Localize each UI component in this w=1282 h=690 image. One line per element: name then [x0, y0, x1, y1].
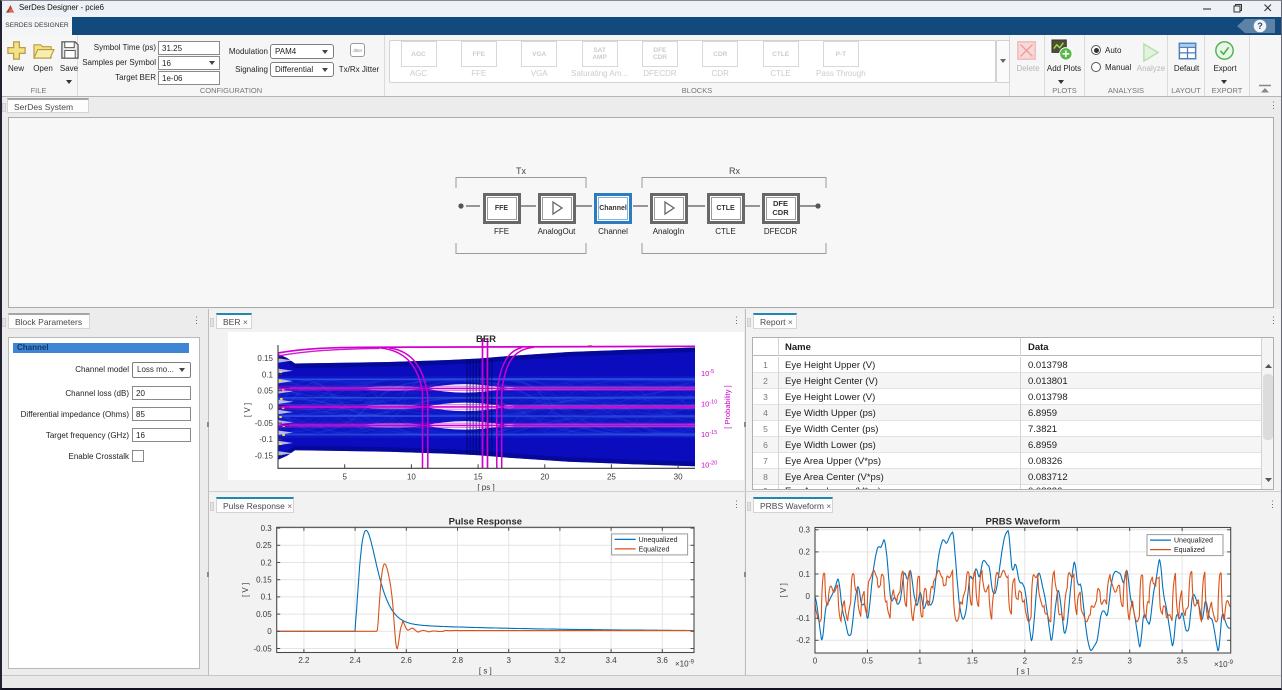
svg-text:-0.1: -0.1 — [259, 435, 273, 444]
svg-text:[ ps ]: [ ps ] — [477, 483, 494, 492]
svg-text:PRBS Waveform: PRBS Waveform — [986, 517, 1061, 528]
svg-text:0.2: 0.2 — [799, 548, 811, 557]
svg-text:20: 20 — [540, 473, 549, 482]
svg-text:0.5: 0.5 — [862, 657, 874, 666]
svg-text:Equalized: Equalized — [1174, 547, 1205, 554]
svg-text:1: 1 — [918, 657, 923, 666]
svg-text:30: 30 — [674, 473, 683, 482]
svg-text:×10-9: ×10-9 — [1214, 660, 1234, 669]
svg-text:10-5: 10-5 — [701, 369, 714, 378]
svg-text:10: 10 — [407, 473, 416, 482]
svg-text:0.1: 0.1 — [799, 570, 811, 579]
svg-text:0: 0 — [267, 627, 272, 636]
svg-text:2.4: 2.4 — [350, 656, 362, 665]
svg-text:-0.2: -0.2 — [796, 636, 810, 645]
svg-text:2.6: 2.6 — [401, 656, 413, 665]
svg-text:3.4: 3.4 — [606, 656, 618, 665]
svg-text:Rx: Rx — [729, 166, 740, 176]
svg-text:10-15: 10-15 — [701, 430, 717, 439]
svg-text:Unequalized: Unequalized — [639, 537, 678, 544]
svg-text:2: 2 — [1023, 657, 1028, 666]
svg-text:[ Probability ]: [ Probability ] — [723, 385, 732, 428]
svg-text:2.2: 2.2 — [298, 656, 310, 665]
svg-text:0.05: 0.05 — [256, 610, 272, 619]
svg-text:0.05: 0.05 — [257, 387, 273, 396]
svg-text:[ s ]: [ s ] — [1016, 667, 1029, 676]
svg-text:0: 0 — [269, 403, 274, 412]
svg-text:0.3: 0.3 — [799, 526, 811, 535]
svg-text:0.15: 0.15 — [256, 576, 272, 585]
svg-text:0.3: 0.3 — [261, 524, 273, 533]
svg-text:0: 0 — [806, 592, 811, 601]
svg-text:3: 3 — [1127, 657, 1132, 666]
svg-text:Tx: Tx — [516, 166, 526, 176]
svg-text:?: ? — [1257, 21, 1263, 31]
svg-text:3.2: 3.2 — [554, 656, 566, 665]
svg-text:[ V ]: [ V ] — [241, 583, 250, 597]
svg-text:3: 3 — [506, 656, 511, 665]
svg-text:×10-9: ×10-9 — [675, 660, 695, 669]
svg-text:-0.1: -0.1 — [796, 614, 810, 623]
svg-text:[ V ]: [ V ] — [243, 403, 252, 417]
svg-text:0.25: 0.25 — [256, 541, 272, 550]
svg-text:BER: BER — [476, 334, 496, 345]
svg-text:1.5: 1.5 — [967, 657, 979, 666]
svg-text:[ V ]: [ V ] — [779, 583, 788, 597]
svg-text:0.2: 0.2 — [261, 558, 273, 567]
svg-text:5: 5 — [342, 473, 347, 482]
svg-text:3.5: 3.5 — [1177, 657, 1189, 666]
svg-text:15: 15 — [474, 473, 483, 482]
svg-text:[ s ]: [ s ] — [479, 667, 492, 676]
svg-text:2.5: 2.5 — [1072, 657, 1084, 666]
svg-text:0: 0 — [813, 657, 818, 666]
svg-text:2.8: 2.8 — [452, 656, 464, 665]
svg-text:-0.15: -0.15 — [255, 451, 274, 460]
svg-text:-0.05: -0.05 — [255, 419, 274, 428]
svg-text:Equalized: Equalized — [639, 546, 670, 553]
svg-text:3.6: 3.6 — [657, 656, 669, 665]
svg-text:10-20: 10-20 — [701, 461, 717, 470]
svg-text:0.1: 0.1 — [261, 593, 273, 602]
svg-text:10-10: 10-10 — [701, 400, 717, 409]
svg-text:Pulse Response: Pulse Response — [449, 517, 522, 528]
svg-text:0.15: 0.15 — [257, 354, 273, 363]
svg-text:Unequalized: Unequalized — [1174, 538, 1213, 545]
svg-text:-0.05: -0.05 — [253, 644, 272, 653]
svg-text:25: 25 — [607, 473, 616, 482]
svg-text:0.1: 0.1 — [262, 370, 274, 379]
